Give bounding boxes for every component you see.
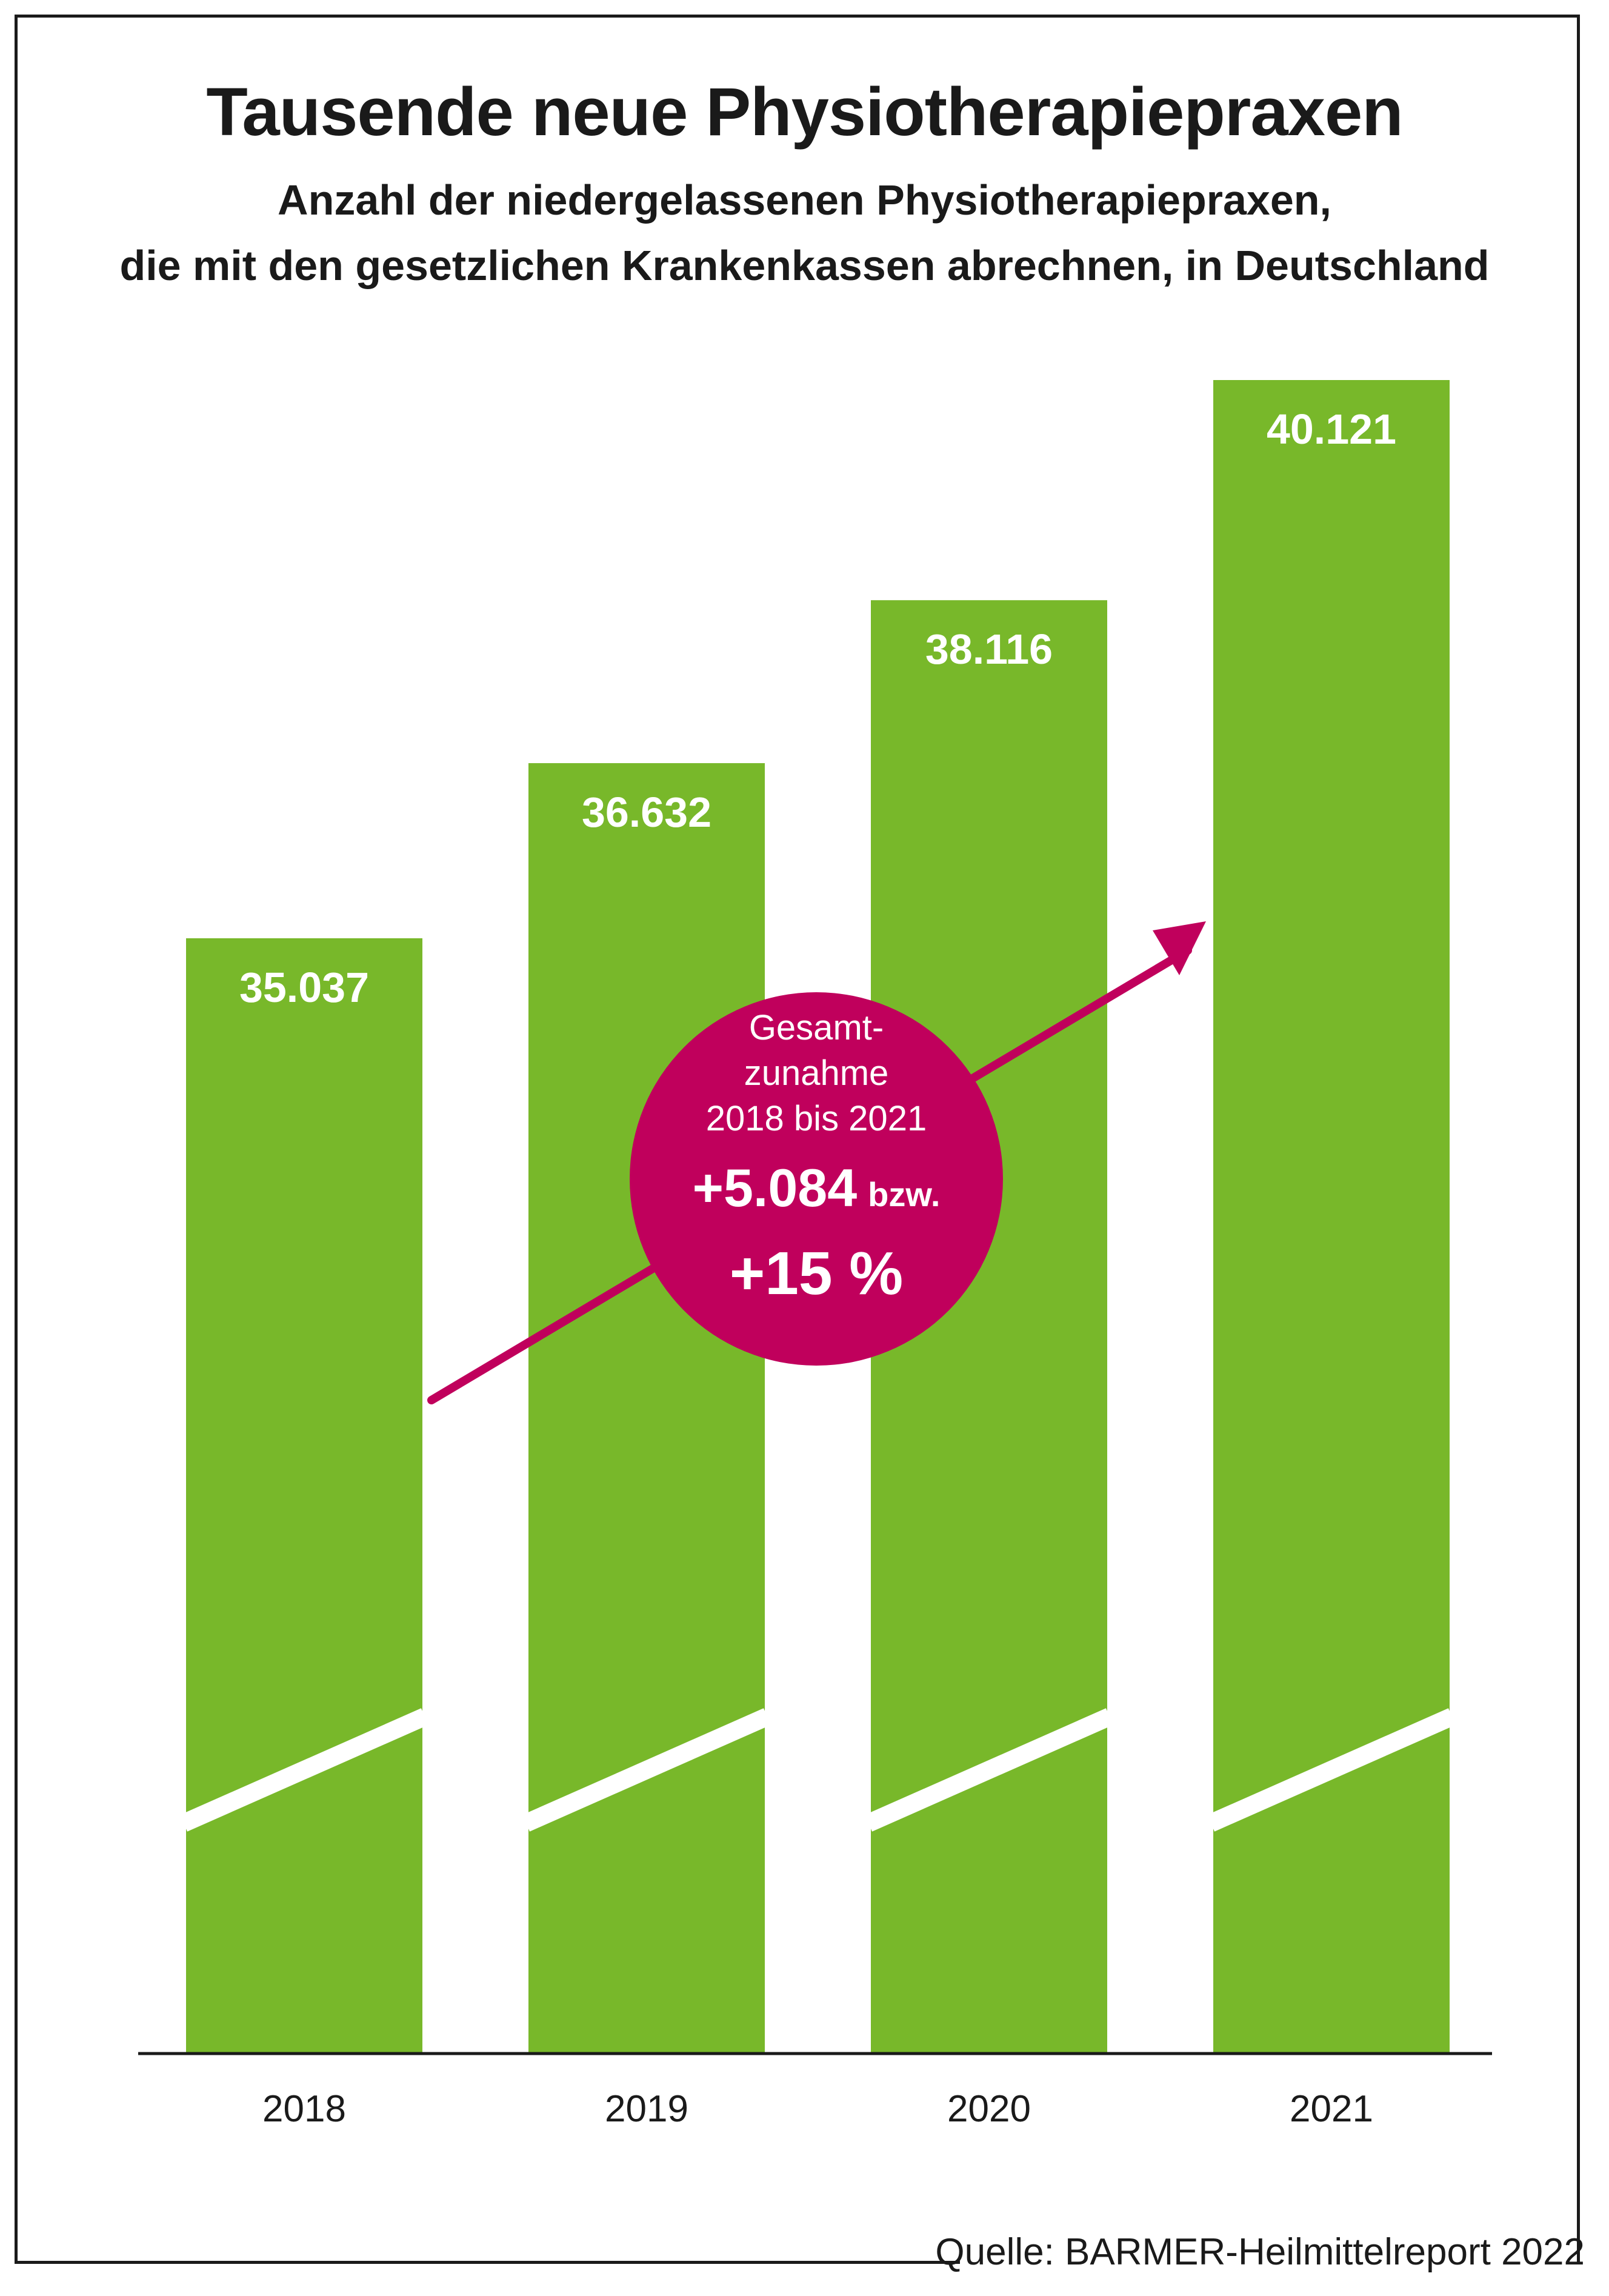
axis-break-2018 — [179, 1708, 429, 1832]
callout-line-3: 2018 bis 2021 — [706, 1099, 927, 1138]
callout-percent: +15 % — [730, 1240, 903, 1307]
value-label-2021: 40.121 — [1267, 405, 1396, 453]
chart-frame — [15, 15, 1580, 2263]
source-note: Quelle: BARMER-Heilmittelreport 2022 — [935, 2231, 1585, 2273]
frame-bottom-border — [15, 2261, 960, 2264]
value-label-2020: 38.116 — [925, 626, 1053, 673]
chart-subtitle-line-1: Anzahl der niedergelassenen Physiotherap… — [278, 176, 1331, 224]
callout-circle — [630, 992, 1003, 1366]
frame-corner — [1577, 2243, 1580, 2264]
callout-line-2: zunahme — [744, 1053, 889, 1093]
trend-arrow-head — [1153, 921, 1206, 975]
value-label-2018: 35.037 — [239, 964, 369, 1011]
callout-increase-value: +5.084 — [693, 1158, 858, 1218]
bar-2019 — [528, 763, 765, 2054]
category-label-2018: 2018 — [262, 2088, 346, 2130]
axis-break-2019 — [522, 1708, 771, 1832]
callout-line-4: +5.084 bzw. — [693, 1158, 941, 1218]
callout-line-1: Gesamt- — [749, 1008, 884, 1047]
axis-break-2020 — [864, 1708, 1114, 1832]
value-label-2019: 36.632 — [582, 789, 711, 836]
axis-break-2021 — [1207, 1708, 1456, 1832]
chart-subtitle-line-2: die mit den gesetzlichen Krankenkassen a… — [119, 242, 1490, 289]
axis-break-layer — [179, 1708, 1456, 1832]
category-label-2021: 2021 — [1290, 2088, 1373, 2130]
category-label-2020: 2020 — [947, 2088, 1031, 2130]
total-increase-callout: Gesamt- zunahme 2018 bis 2021 +5.084 bzw.… — [630, 992, 1003, 1366]
bar-2018 — [186, 938, 422, 2054]
callout-increase-suffix: bzw. — [868, 1175, 940, 1213]
category-label-2019: 2019 — [605, 2088, 688, 2130]
labels-layer: 35.037 2018 36.632 2019 38.116 2020 40.121 2021 — [239, 405, 1396, 2130]
chart-title: Tausende neue Physiotherapiepraxen — [206, 74, 1403, 150]
